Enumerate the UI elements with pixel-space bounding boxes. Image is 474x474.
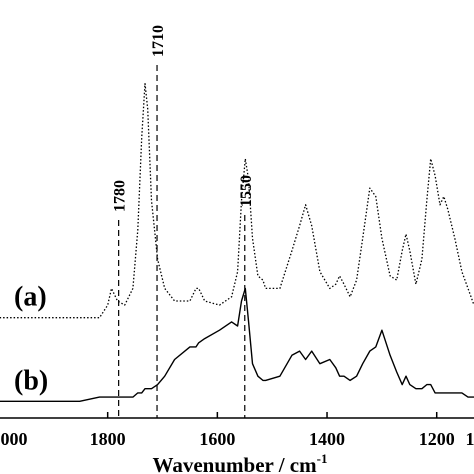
- annotation-label: 1710: [150, 25, 167, 57]
- x-axis-label: Wavenumber / cm-1: [153, 451, 328, 474]
- x-tick-label: 000: [1, 429, 28, 449]
- x-tick-label: 1400: [309, 429, 345, 449]
- plot-area: [0, 82, 474, 402]
- series-label: (a): [14, 282, 47, 313]
- spectrum-line: [0, 82, 474, 319]
- x-tick-label: 1: [466, 429, 474, 449]
- x-axis-label-superscript: -1: [317, 451, 328, 466]
- spectrum-line: [0, 287, 474, 402]
- annotation-label: 1780: [112, 180, 129, 212]
- x-axis-label-text: Wavenumber / cm: [153, 453, 318, 474]
- x-tick-label: 1600: [199, 429, 235, 449]
- x-tick-label: 1800: [90, 429, 126, 449]
- x-tick-label: 1200: [419, 429, 455, 449]
- annotation-label: 1550: [238, 175, 255, 207]
- series-label: (b): [14, 365, 48, 396]
